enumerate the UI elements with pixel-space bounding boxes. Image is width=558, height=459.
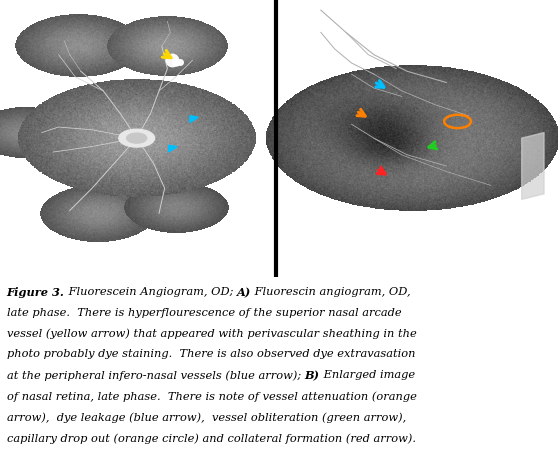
Text: late phase.  There is hyperflourescence of the superior nasal arcade: late phase. There is hyperflourescence o… xyxy=(7,307,401,317)
Circle shape xyxy=(119,130,155,148)
Polygon shape xyxy=(522,133,544,200)
Text: arrow),  dye leakage (blue arrow),  vessel obliteration (green arrow),: arrow), dye leakage (blue arrow), vessel… xyxy=(7,411,406,422)
Text: A: A xyxy=(86,252,97,266)
Text: A): A) xyxy=(237,286,251,297)
Text: B): B) xyxy=(305,369,320,381)
Polygon shape xyxy=(190,117,199,123)
Polygon shape xyxy=(169,146,177,153)
Circle shape xyxy=(127,134,147,144)
Text: Fluorescin angiogram, OD,: Fluorescin angiogram, OD, xyxy=(251,286,411,296)
Text: vessel (yellow arrow) that appeared with perivascular sheathing in the: vessel (yellow arrow) that appeared with… xyxy=(7,328,416,338)
Text: Enlarged image: Enlarged image xyxy=(320,369,415,380)
Text: capillary drop out (orange circle) and collateral formation (red arrow).: capillary drop out (orange circle) and c… xyxy=(7,432,416,442)
Text: of nasal retina, late phase.  There is note of vessel attenuation (orange: of nasal retina, late phase. There is no… xyxy=(7,391,417,401)
Text: at the peripheral infero-nasal vessels (blue arrow);: at the peripheral infero-nasal vessels (… xyxy=(7,369,305,380)
Text: Figure 3.: Figure 3. xyxy=(7,286,65,297)
Text: B: B xyxy=(472,252,482,266)
Text: photo probably dye staining.  There is also observed dye extravasation: photo probably dye staining. There is al… xyxy=(7,349,415,359)
Text: Fluorescein Angiogram, OD;: Fluorescein Angiogram, OD; xyxy=(65,286,237,296)
Text: 10:30.0: 10:30.0 xyxy=(288,265,312,270)
